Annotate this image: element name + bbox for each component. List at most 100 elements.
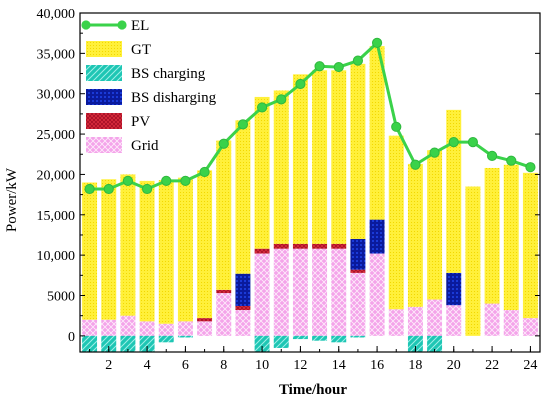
bar-gt	[177, 177, 193, 322]
x-tick-label: 6	[182, 358, 189, 373]
bar-pv	[331, 243, 347, 249]
el-point	[333, 61, 344, 73]
y-tick-label: 10,000	[37, 249, 76, 264]
bar-grid	[197, 321, 213, 336]
bar-grid	[369, 253, 385, 336]
bar-grid	[82, 319, 98, 336]
bar-grid	[139, 321, 155, 336]
x-tick-label: 8	[220, 358, 227, 373]
el-point	[237, 119, 249, 130]
el-point	[295, 78, 306, 90]
bar-gt	[331, 70, 347, 244]
legend-swatch-bs-charging	[86, 65, 122, 81]
bar-gt	[292, 74, 308, 244]
bar-pv	[292, 243, 308, 249]
x-tick-label: 14	[332, 358, 346, 373]
bar-gt	[312, 70, 328, 244]
bar-pv	[216, 289, 232, 294]
legend-swatch-pv	[86, 113, 122, 129]
el-point	[161, 175, 172, 186]
el-point	[352, 55, 364, 66]
legend-marker	[117, 20, 127, 30]
el-point	[429, 147, 440, 158]
legend-label: BS disharging	[131, 90, 217, 106]
y-tick-label: 20,000	[37, 168, 76, 183]
el-point	[180, 175, 191, 186]
bar-gt	[235, 120, 251, 274]
bar-gt	[522, 172, 538, 319]
bar-grid	[120, 315, 136, 336]
bar-grid	[158, 323, 174, 336]
legend-label: EL	[131, 18, 149, 34]
y-tick-label: 30,000	[37, 88, 76, 103]
el-point	[467, 137, 479, 148]
bar-gt	[503, 164, 519, 311]
el-point	[410, 159, 421, 170]
legend: EL GT BS charging BS disharging PV Grid	[81, 18, 217, 154]
bar-bs-charging	[177, 335, 193, 338]
el-point	[486, 150, 498, 161]
bar-pv	[312, 243, 328, 249]
bar-grid	[350, 272, 366, 336]
bar-grid	[331, 248, 347, 336]
el-point	[314, 61, 325, 72]
plot-background	[80, 13, 540, 352]
bar-gt	[484, 167, 500, 304]
bar-bs-charging	[427, 335, 443, 352]
bar-bs-charging	[312, 335, 328, 341]
legend-label: GT	[131, 42, 151, 58]
el-point	[84, 183, 95, 195]
bar-gt	[407, 163, 423, 307]
legend-swatch-gt	[86, 41, 122, 57]
bar-grid	[446, 305, 462, 336]
x-tick-label: 16	[370, 358, 384, 373]
legend-label: Grid	[131, 138, 159, 154]
x-tick-label: 12	[293, 358, 307, 373]
bar-grid	[254, 253, 270, 336]
bar-gt	[369, 46, 385, 220]
el-point	[371, 37, 383, 48]
bar-bs-disharging	[235, 273, 251, 306]
bar-bs-charging	[407, 335, 423, 352]
bar-pv	[197, 318, 213, 322]
bar-gt	[273, 90, 289, 244]
y-tick-label: 40,000	[37, 7, 76, 22]
bar-pv	[254, 248, 270, 254]
el-point	[525, 162, 536, 173]
x-axis-title: Time/hour	[279, 382, 347, 398]
axes: 0 5000 10,000 15,000 20,000 25,000 30,000 35,00…	[37, 7, 541, 373]
bar-bs-charging	[273, 335, 289, 348]
bar-bs-disharging	[446, 272, 462, 306]
el-point	[256, 102, 268, 113]
x-tick-label: 18	[408, 358, 422, 373]
bar-gt	[254, 96, 270, 249]
plot-frame	[79, 12, 541, 353]
y-tick-label: 0	[68, 330, 75, 345]
bar-bs-disharging	[350, 239, 366, 270]
bar-gt	[139, 180, 155, 322]
bar-bs-charging	[158, 335, 174, 343]
bar-gt	[197, 170, 213, 319]
bar-grid	[216, 293, 232, 336]
bar-bs-charging	[139, 335, 155, 352]
bar-gt	[158, 180, 174, 324]
bar-grid	[312, 248, 328, 336]
legend-label: PV	[131, 114, 150, 130]
el-point	[391, 121, 402, 132]
bar-grid	[101, 319, 117, 336]
bar-gt	[427, 150, 443, 300]
bar-grid	[484, 303, 500, 336]
bar-grid	[388, 309, 404, 336]
y-tick-label: 15,000	[37, 209, 76, 224]
legend-label: BS charging	[131, 66, 206, 82]
el-point	[448, 137, 459, 148]
bar-grid	[407, 306, 423, 336]
bar-grid	[292, 248, 308, 336]
el-point	[103, 183, 114, 195]
bar-grid	[522, 318, 538, 336]
bar-bs-charging	[82, 335, 98, 352]
x-tick-label: 10	[255, 358, 269, 373]
x-tick-label: 20	[447, 358, 461, 373]
bar-grid	[177, 321, 193, 336]
